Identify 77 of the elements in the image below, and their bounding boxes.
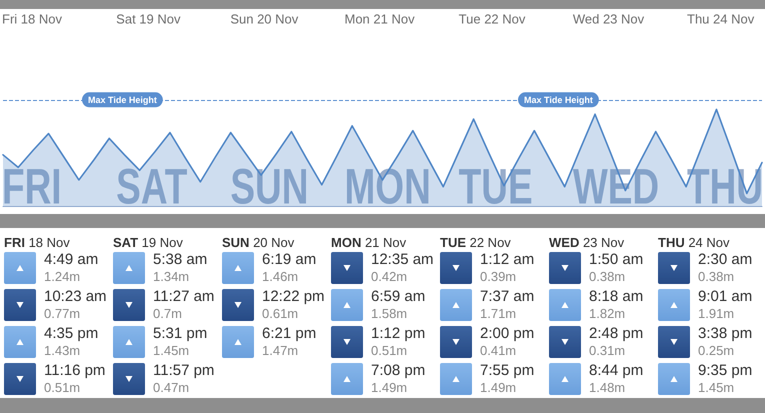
category-label: 3:38 pm [698, 325, 752, 342]
text: SUN 20 Nov [222, 235, 294, 250]
category-label: 8:44 pm [589, 362, 644, 379]
category-label: 6:21 pm [262, 325, 316, 342]
text: Tue 22 Nov [458, 12, 526, 26]
data-label: 1.46m [262, 269, 298, 284]
category-label: 7:08 pm [371, 362, 426, 379]
data-label: 0.42m [371, 269, 408, 284]
annotation: FRI [2, 159, 62, 215]
text: Mon 21 Nov [344, 12, 416, 26]
data-label: 0.38m [589, 269, 626, 284]
data-label: 1.48m [589, 380, 626, 395]
series-label: FRI 18 Nov [4, 235, 70, 250]
category-label: 9:35 pm [698, 362, 752, 379]
category-label: 5:31 pm [153, 325, 208, 342]
data-label: 1.82m [589, 306, 626, 321]
data-label: 0.51m [44, 380, 80, 395]
category-label: 7:37 am [480, 288, 534, 305]
data-label: 1.45m [153, 343, 190, 358]
category-label: 2:30 am [698, 251, 752, 268]
data-label: 0.41m [480, 343, 516, 358]
data-label: 1.49m [480, 380, 516, 395]
category-label: 2:48 pm [589, 325, 644, 342]
text: MON 21 Nov [331, 235, 406, 250]
text: Max Tide Height [524, 94, 593, 105]
data-label: 0.38m [698, 269, 734, 284]
annotation: TUE [458, 159, 533, 215]
data-label: 0.61m [262, 306, 298, 321]
data-label: 0.31m [589, 343, 626, 358]
text: Wed 23 Nov [572, 12, 645, 26]
data-label: 0.47m [153, 380, 190, 395]
category-label: 11:16 pm [44, 362, 106, 379]
text: Sat 19 Nov [116, 12, 181, 26]
annotation: THU [687, 159, 764, 215]
text: Fri 18 Nov [2, 12, 62, 26]
category-label: 8:18 am [589, 288, 644, 305]
data-label: 1.71m [480, 306, 516, 321]
category-label: 6:59 am [371, 288, 426, 305]
category-label: 4:49 am [44, 251, 98, 268]
data-label: 0.51m [371, 343, 408, 358]
category-label: 11:57 pm [153, 362, 214, 379]
data-label: 0.25m [698, 343, 734, 358]
category-label: 7:55 pm [480, 362, 534, 379]
category-label: 6:19 am [262, 251, 316, 268]
text: WED 23 Nov [549, 235, 624, 250]
category-label: 9:01 am [698, 288, 752, 305]
category-label: 2:00 pm [480, 325, 534, 342]
category-label: 10:23 am [44, 288, 107, 305]
annotation: WED [572, 159, 660, 215]
data-label: 1.45m [698, 380, 734, 395]
category-label: 1:12 am [480, 251, 534, 268]
category-label: 5:38 am [153, 251, 208, 268]
data-label: 1.47m [262, 343, 298, 358]
data-label: 1.43m [44, 343, 80, 358]
data-label: 1.91m [698, 306, 734, 321]
text: TUE 22 Nov [440, 235, 511, 250]
data-label: 1.34m [153, 269, 190, 284]
category-label: 4:35 pm [44, 325, 98, 342]
data-label: 0.7m [153, 306, 182, 321]
text: Sun 20 Nov [230, 12, 299, 26]
text: Thu 24 Nov [687, 12, 755, 26]
data-label: 0.39m [480, 269, 516, 284]
category-label: 1:50 am [589, 251, 644, 268]
category-label: 1:12 pm [371, 325, 426, 342]
data-label: 0.77m [44, 306, 80, 321]
category-label: 11:27 am [153, 288, 214, 305]
annotation: MON [344, 159, 431, 215]
data-label: 1.24m [44, 269, 80, 284]
annotation: SAT [116, 159, 188, 215]
annotation: SUN [230, 159, 308, 215]
text: SAT 19 Nov [113, 235, 183, 250]
data-label: 1.58m [371, 306, 408, 321]
ref-line-label: Max Tide Height [88, 94, 157, 105]
category-label: 12:22 pm [262, 288, 325, 305]
category-label: 12:35 am [371, 251, 434, 268]
data-label: 1.49m [371, 380, 408, 395]
text: THU 24 Nov [658, 235, 730, 250]
